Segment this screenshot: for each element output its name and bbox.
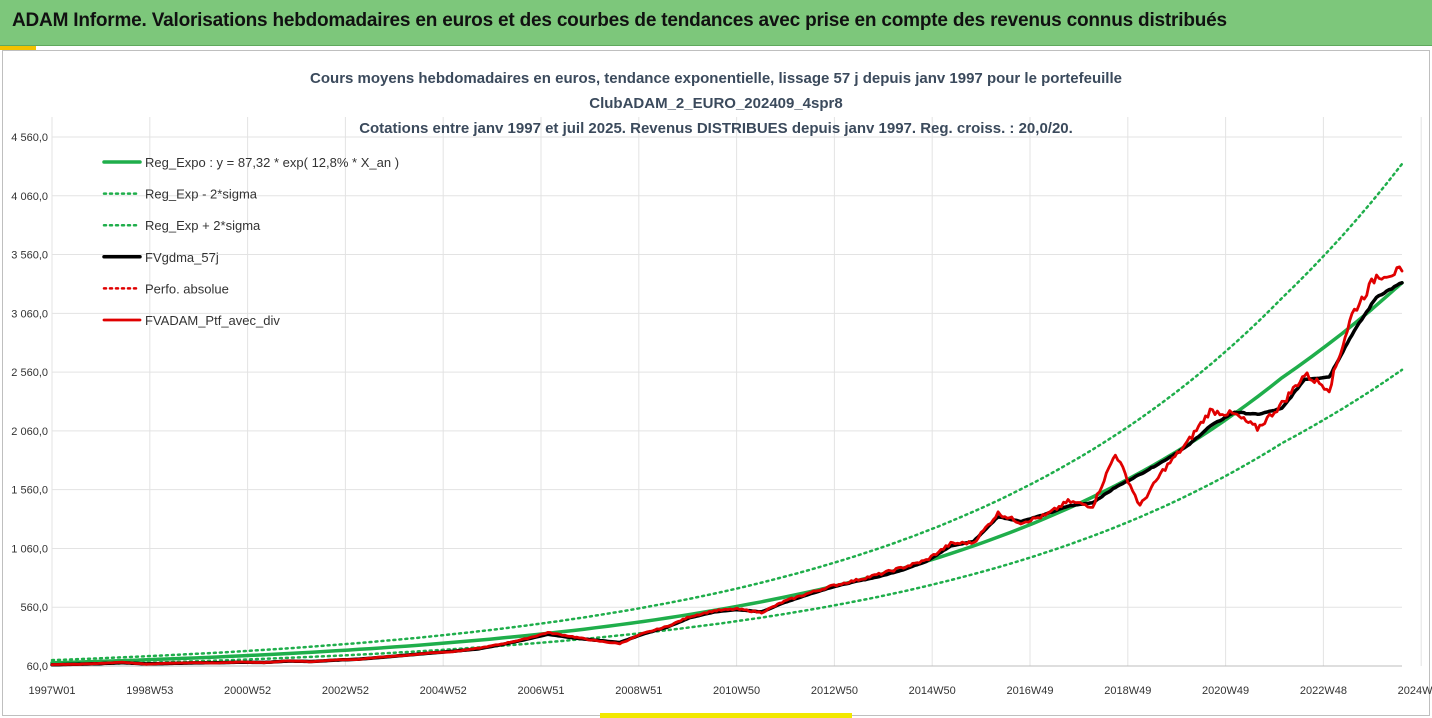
legend-item-label: Reg_Exp - 2*sigma: [145, 187, 258, 202]
y-tick-label: 3 060,0: [11, 308, 48, 320]
series-line-4: [50, 265, 1404, 666]
x-tick-label: 2006W51: [517, 685, 564, 697]
y-tick-label: 60,0: [27, 661, 48, 673]
y-tick-label: 4 560,0: [11, 132, 48, 144]
report-title: ADAM Informe. Valorisations hebdomadaire…: [12, 10, 1227, 31]
y-tick-label: 1 060,0: [11, 543, 48, 555]
x-tick-label: 2012W50: [811, 685, 858, 697]
legend-item-label: Perfo. absolue: [145, 281, 229, 296]
x-tick-label: 2002W52: [322, 685, 369, 697]
legend: Reg_Expo : y = 87,32 * exp( 12,8% * X_an…: [102, 155, 399, 328]
series-line-0: [50, 281, 1404, 665]
y-tick-label: 4 060,0: [11, 191, 48, 203]
x-tick-label: 2008W51: [615, 685, 662, 697]
x-axis: 1997W01 1998W53 2000W52 2002W52 2004W52 2006W…: [28, 665, 1432, 697]
y-tick-label: 2 060,0: [11, 426, 48, 438]
series-layer: [50, 162, 1404, 667]
x-tick-label: 1998W53: [126, 685, 173, 697]
y-tick-label: 2 560,0: [11, 367, 48, 379]
x-tick-label: 2016W49: [1006, 685, 1053, 697]
grid-layer: [51, 117, 1422, 667]
y-tick-label: 3 560,0: [11, 250, 48, 262]
report-banner: ADAM Informe. Valorisations hebdomadaire…: [0, 0, 1432, 46]
legend-item-label: Reg_Exp + 2*sigma: [145, 218, 261, 233]
series-line-1: [50, 368, 1404, 667]
x-tick-label: 2022W48: [1300, 685, 1347, 697]
yellow-accent-top: [0, 46, 36, 50]
y-tick-label: 560,0: [20, 602, 48, 614]
chart-title-line-3: Cotations entre janv 1997 et juil 2025. …: [359, 120, 1073, 137]
x-tick-label: 2020W49: [1202, 685, 1249, 697]
x-tick-label: 2018W49: [1104, 685, 1151, 697]
chart-title: Cours moyens hebdomadaires en euros, ten…: [0, 66, 1432, 141]
y-axis: 4 560,0 4 060,0 3 560,0 3 060,0 2 560,0 2 060…: [11, 132, 48, 673]
legend-item-label: FVADAM_Ptf_avec_div: [145, 313, 280, 328]
x-tick-label: 2010W50: [713, 685, 760, 697]
y-tick-label: 1 560,0: [11, 485, 48, 497]
legend-item-label: Reg_Expo : y = 87,32 * exp( 12,8% * X_an…: [145, 155, 399, 170]
x-tick-label: 2014W50: [909, 685, 956, 697]
x-tick-label: 2024W48: [1398, 685, 1432, 697]
chart-title-line-1: Cours moyens hebdomadaires en euros, ten…: [310, 70, 1122, 87]
chart-title-line-2: ClubADAM_2_EURO_202409_4spr8: [589, 95, 843, 112]
x-tick-label: 2000W52: [224, 685, 271, 697]
yellow-accent-bottom: [600, 713, 852, 718]
series-line-2: [50, 162, 1404, 662]
x-tick-label: 2004W52: [420, 685, 467, 697]
x-tick-label: 1997W01: [28, 685, 75, 697]
legend-item-label: FVgdma_57j: [145, 250, 219, 265]
